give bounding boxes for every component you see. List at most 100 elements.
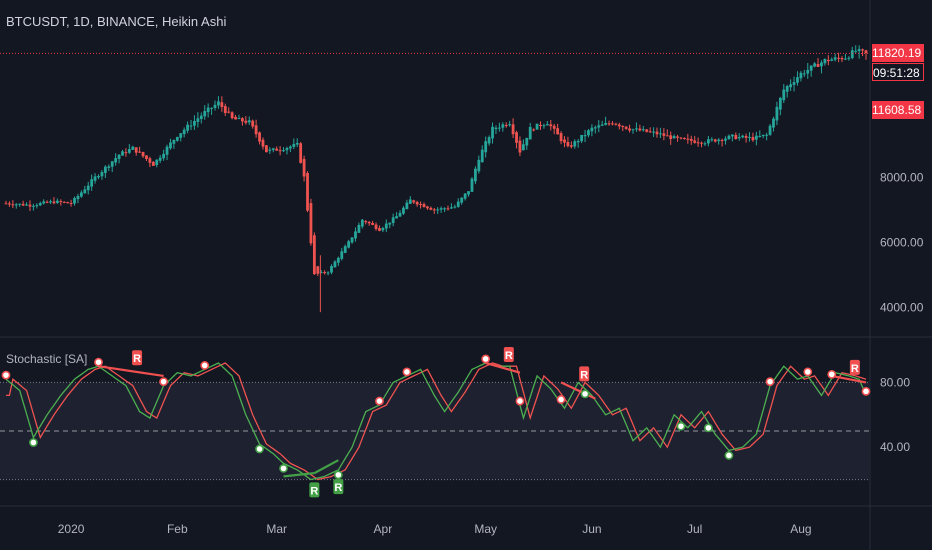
candle-down	[679, 137, 683, 139]
candle-up	[193, 120, 196, 126]
indicator-title: Stochastic [SA]	[6, 352, 88, 366]
candle-up	[189, 125, 193, 127]
pivot-low-marker	[724, 451, 734, 460]
pivot-high-marker	[765, 377, 775, 387]
candle-up	[782, 89, 786, 101]
countdown-tag: 09:51:28	[872, 63, 924, 81]
candle-down	[412, 200, 416, 203]
candle-down	[648, 131, 652, 133]
candle-down	[378, 228, 381, 231]
candle-down	[426, 206, 429, 209]
candle-down	[734, 135, 738, 139]
bull-divergence-label: R	[334, 482, 342, 494]
candle-up	[247, 120, 251, 123]
candle-down	[312, 235, 316, 275]
candle-down	[569, 145, 573, 147]
candle-up	[443, 208, 446, 210]
candle-down	[744, 136, 748, 138]
time-axis-label: May	[474, 522, 497, 536]
bull-divergence-label-box	[333, 479, 344, 495]
candle-down	[45, 201, 49, 203]
candle-up	[545, 124, 549, 126]
candle-down	[655, 131, 659, 135]
candle-up	[347, 241, 351, 248]
candle-up	[528, 126, 532, 140]
candle-down	[138, 151, 142, 153]
candle-up	[199, 115, 203, 120]
candle-up	[381, 228, 385, 231]
candle-down	[751, 137, 755, 141]
bear-divergence-label: R	[505, 350, 513, 362]
candle-down	[415, 201, 419, 205]
candle-up	[127, 149, 131, 153]
candle-up	[319, 272, 323, 274]
candle-down	[693, 140, 697, 143]
candle-up	[590, 127, 594, 132]
time-axis-label: Aug	[790, 522, 811, 536]
candle-up	[292, 144, 296, 147]
candle-up	[535, 123, 539, 130]
candle-up	[179, 133, 183, 138]
candle-up	[340, 251, 344, 259]
candle-down	[628, 128, 631, 131]
candle-down	[676, 136, 679, 138]
candle-down	[4, 203, 8, 205]
candle-down	[713, 139, 717, 142]
candle-down	[275, 148, 279, 151]
candle-up	[467, 191, 470, 195]
bear-divergence-label-box	[503, 346, 514, 362]
candle-down	[66, 202, 70, 204]
candle-up	[155, 159, 159, 166]
candle-up	[463, 193, 467, 199]
candle-up	[186, 124, 189, 131]
candle-up	[460, 197, 464, 203]
candle-up	[737, 136, 741, 139]
candle-up	[121, 151, 124, 156]
candle-down	[683, 138, 686, 140]
bear-divergence-label-box	[849, 359, 860, 375]
candle-up	[35, 205, 39, 207]
candle-down	[665, 135, 669, 137]
candle-down	[621, 125, 625, 127]
candle-down	[371, 223, 375, 225]
candle-down	[278, 150, 282, 152]
candle-up	[336, 257, 340, 263]
candle-up	[580, 134, 584, 142]
candle-up	[806, 69, 810, 74]
candle-down	[151, 161, 155, 166]
bear-divergence-line	[485, 361, 521, 374]
candle-down	[504, 125, 508, 127]
candle-up	[833, 57, 837, 60]
candle-down	[614, 123, 618, 125]
candle-up	[333, 261, 337, 268]
candle-up	[847, 57, 851, 59]
candle-up	[213, 104, 217, 108]
candle-up	[42, 201, 46, 204]
candle-up	[857, 48, 861, 52]
candle-up	[268, 149, 272, 151]
bear-divergence-label-box	[132, 350, 143, 366]
candle-up	[706, 139, 710, 144]
candle-up	[326, 272, 330, 274]
candle-down	[552, 125, 556, 129]
candle-down	[432, 209, 436, 211]
candle-up	[593, 127, 597, 129]
stoch-tick-label: 80.00	[880, 375, 910, 389]
bear-divergence-line	[560, 381, 596, 400]
pivot-high-marker	[375, 396, 384, 406]
candle-down	[700, 142, 703, 144]
candle-down	[145, 155, 148, 160]
candle-up	[830, 59, 834, 61]
candle-up	[597, 125, 601, 128]
time-axis-label: 2020	[58, 522, 85, 536]
candle-up	[631, 129, 635, 131]
candle-up	[491, 126, 494, 139]
candle-down	[696, 142, 700, 144]
pivot-high-marker	[200, 361, 210, 370]
candle-up	[652, 131, 655, 133]
candle-up	[90, 179, 94, 187]
candle-up	[772, 118, 775, 128]
candle-up	[117, 154, 121, 159]
candle-up	[210, 107, 213, 109]
